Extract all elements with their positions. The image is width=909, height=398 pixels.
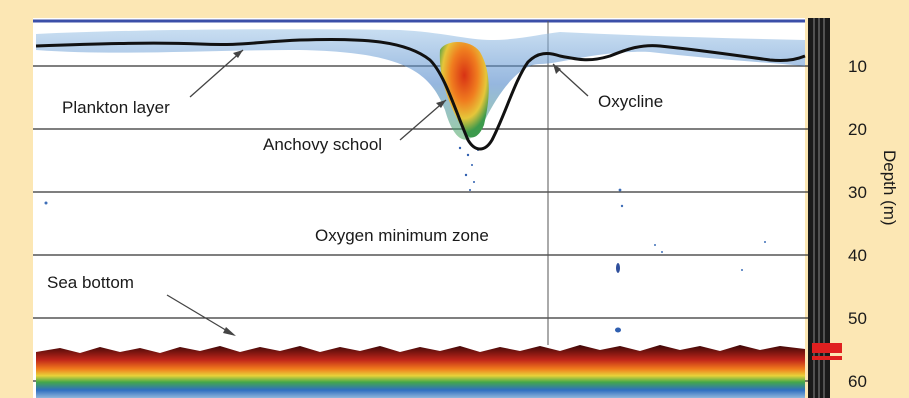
depth-scale-stripes: [813, 18, 825, 398]
annotation-arrows: [166, 49, 589, 336]
plankton-layer-band: [36, 29, 805, 140]
depth-axis-label: Depth (m): [880, 150, 899, 226]
label-anchovy-school: Anchovy school: [263, 135, 382, 154]
oxycline-curve: [35, 37, 806, 151]
bottom-depth-indicator: [812, 343, 842, 353]
anchovy-school: [439, 42, 489, 138]
depth-tick-20: 20: [848, 120, 867, 139]
depth-tick-50: 50: [848, 309, 867, 328]
label-oxycline: Oxycline: [598, 92, 663, 111]
annotation-arrowheads: [223, 50, 561, 336]
echogram-panel: [33, 18, 805, 398]
bottom-depth-indicator-lower: [812, 356, 842, 360]
depth-tick-60: 60: [848, 372, 867, 391]
label-sea-bottom: Sea bottom: [47, 273, 134, 292]
depth-tick-40: 40: [848, 246, 867, 265]
depth-tick-30: 30: [848, 183, 867, 202]
depth-tick-10: 10: [848, 57, 867, 76]
label-plankton-layer: Plankton layer: [62, 98, 170, 117]
midwater-echoes: [44, 188, 766, 333]
school-scatter: [458, 146, 479, 191]
label-oxygen-minimum-zone: Oxygen minimum zone: [315, 226, 489, 245]
sea-bottom-echo: [36, 345, 805, 398]
